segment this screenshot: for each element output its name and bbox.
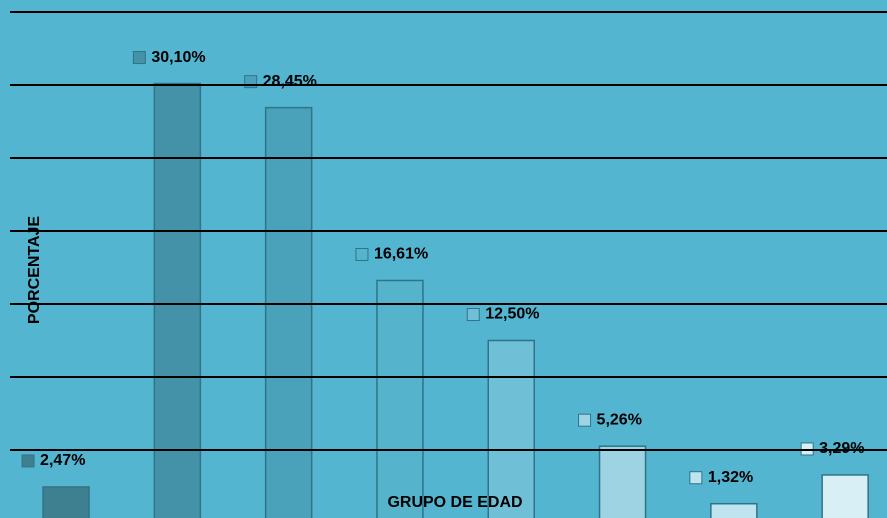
bar bbox=[42, 486, 90, 518]
label-marker bbox=[800, 442, 814, 456]
label-marker bbox=[689, 471, 703, 485]
bar bbox=[487, 339, 535, 518]
bar bbox=[821, 474, 869, 518]
data-label: 16,61% bbox=[374, 246, 428, 263]
label-marker bbox=[21, 454, 35, 468]
bar bbox=[598, 445, 647, 518]
label-marker bbox=[132, 51, 146, 65]
x-axis-label: GRUPO DE EDAD bbox=[387, 494, 522, 511]
label-marker bbox=[355, 247, 369, 261]
data-label: 28,45% bbox=[263, 73, 317, 90]
data-label: 1,32% bbox=[708, 469, 753, 486]
label-marker bbox=[578, 413, 592, 427]
bar bbox=[153, 82, 202, 518]
data-label: 30,10% bbox=[151, 49, 205, 66]
bar bbox=[376, 279, 424, 518]
data-label: 3,29% bbox=[819, 440, 864, 457]
label-marker bbox=[466, 308, 480, 321]
bar bbox=[710, 502, 758, 518]
data-label: 2,47% bbox=[40, 452, 85, 469]
bar bbox=[264, 106, 313, 518]
data-label: 5,26% bbox=[597, 411, 642, 428]
y-axis-label: PORCENTAJE bbox=[26, 216, 43, 324]
data-label: 12,50% bbox=[485, 306, 539, 323]
